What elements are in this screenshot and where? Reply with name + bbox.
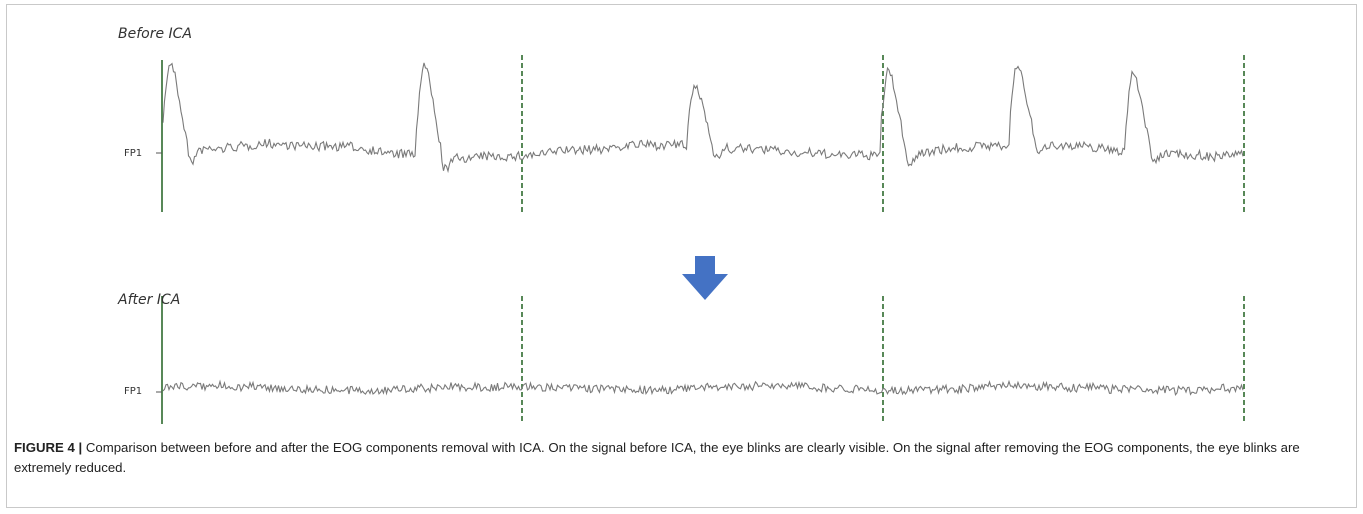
caption-text: Comparison between before and after the … xyxy=(14,440,1300,475)
before-ica-trace xyxy=(162,62,1244,174)
before-ica-panel xyxy=(156,55,1245,212)
figure-caption: FIGURE 4 | Comparison between before and… xyxy=(14,438,1344,478)
before-ica-title: Before ICA xyxy=(118,26,193,42)
caption-label: FIGURE 4 | xyxy=(14,440,83,455)
after-ica-trace xyxy=(162,379,1244,397)
down-arrow-icon xyxy=(682,256,728,300)
before-channel-label: FP1 xyxy=(124,148,143,159)
after-ica-title: After ICA xyxy=(118,292,181,308)
after-channel-label: FP1 xyxy=(124,386,143,397)
figure-frame xyxy=(6,4,1357,508)
after-ica-panel xyxy=(156,296,1245,424)
